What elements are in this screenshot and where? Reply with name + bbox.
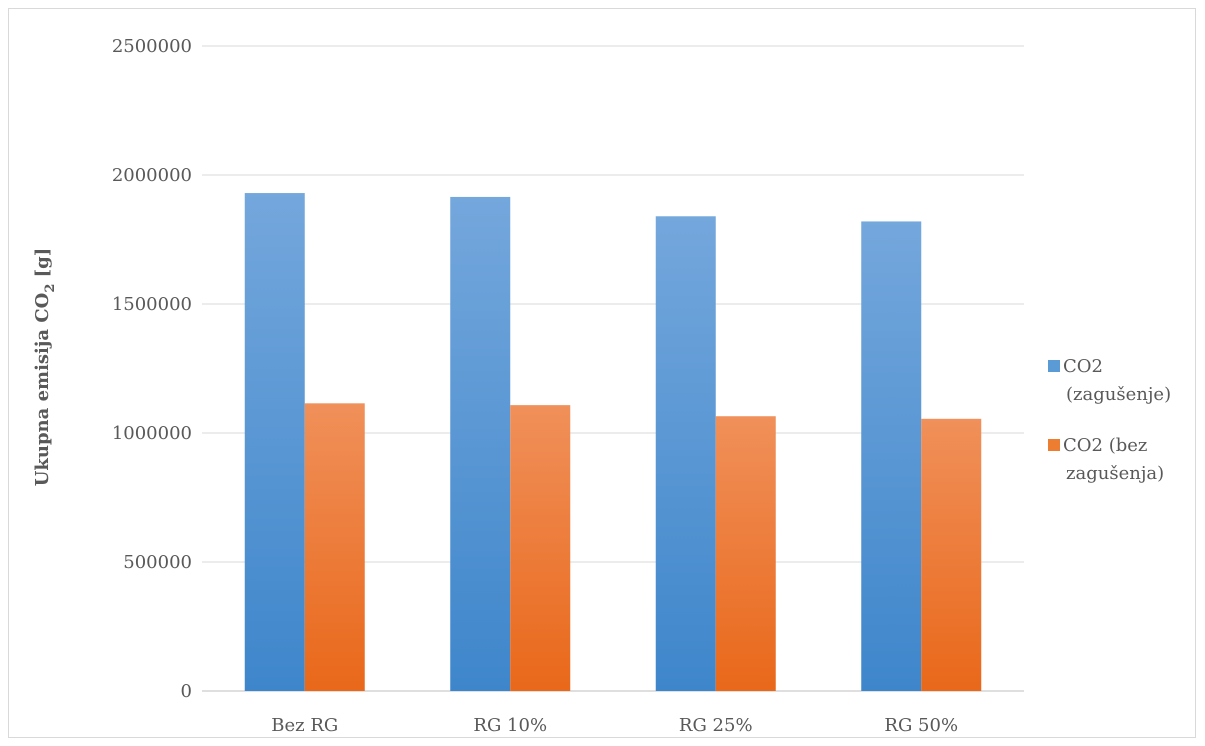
bar-co2-zagusenje — [655, 216, 716, 691]
y-tick-label: 2000000 — [112, 165, 192, 186]
legend-label: zagušenja) — [1066, 463, 1164, 484]
y-tick-label: 0 — [181, 681, 192, 702]
y-tick-label: 2500000 — [112, 36, 192, 57]
legend-label: CO2 — [1063, 356, 1103, 377]
bar-co2-bez-zagusenja — [510, 405, 571, 691]
bar-co2-zagusenje — [861, 221, 922, 691]
y-axis-title: Ukupna emisija CO2 [g] — [32, 248, 58, 487]
y-axis-title-subscript: 2 — [43, 284, 58, 293]
bar-co2-bez-zagusenja — [921, 418, 982, 691]
x-tick-labels: Bez RG RG 10% RG 25% RG 50% — [271, 715, 958, 736]
legend: CO2 (zagušenje) CO2 (bez zagušenja) — [1048, 356, 1171, 484]
y-tick-label: 1000000 — [112, 423, 192, 444]
bar-co2-zagusenje — [450, 196, 511, 691]
bar-co2-bez-zagusenja — [715, 416, 776, 691]
y-axis-title-unit: [g] — [32, 248, 53, 284]
legend-swatch — [1048, 360, 1060, 372]
y-tick-label: 1500000 — [112, 294, 192, 315]
y-tick-label: 500000 — [123, 552, 192, 573]
legend-label: (zagušenje) — [1066, 384, 1171, 405]
legend-swatch — [1048, 439, 1060, 451]
bar-co2-zagusenje — [244, 193, 305, 691]
bars — [244, 193, 982, 691]
x-tick-label: RG 10% — [473, 715, 547, 736]
y-tick-labels: 0 500000 1000000 1500000 2000000 2500000 — [112, 36, 192, 702]
x-tick-label: Bez RG — [271, 715, 338, 736]
bar-co2-bez-zagusenja — [304, 403, 365, 691]
legend-label: CO2 (bez — [1063, 435, 1147, 456]
x-tick-label: RG 50% — [884, 715, 958, 736]
x-tick-label: RG 25% — [679, 715, 753, 736]
chart-frame — [8, 8, 1196, 738]
